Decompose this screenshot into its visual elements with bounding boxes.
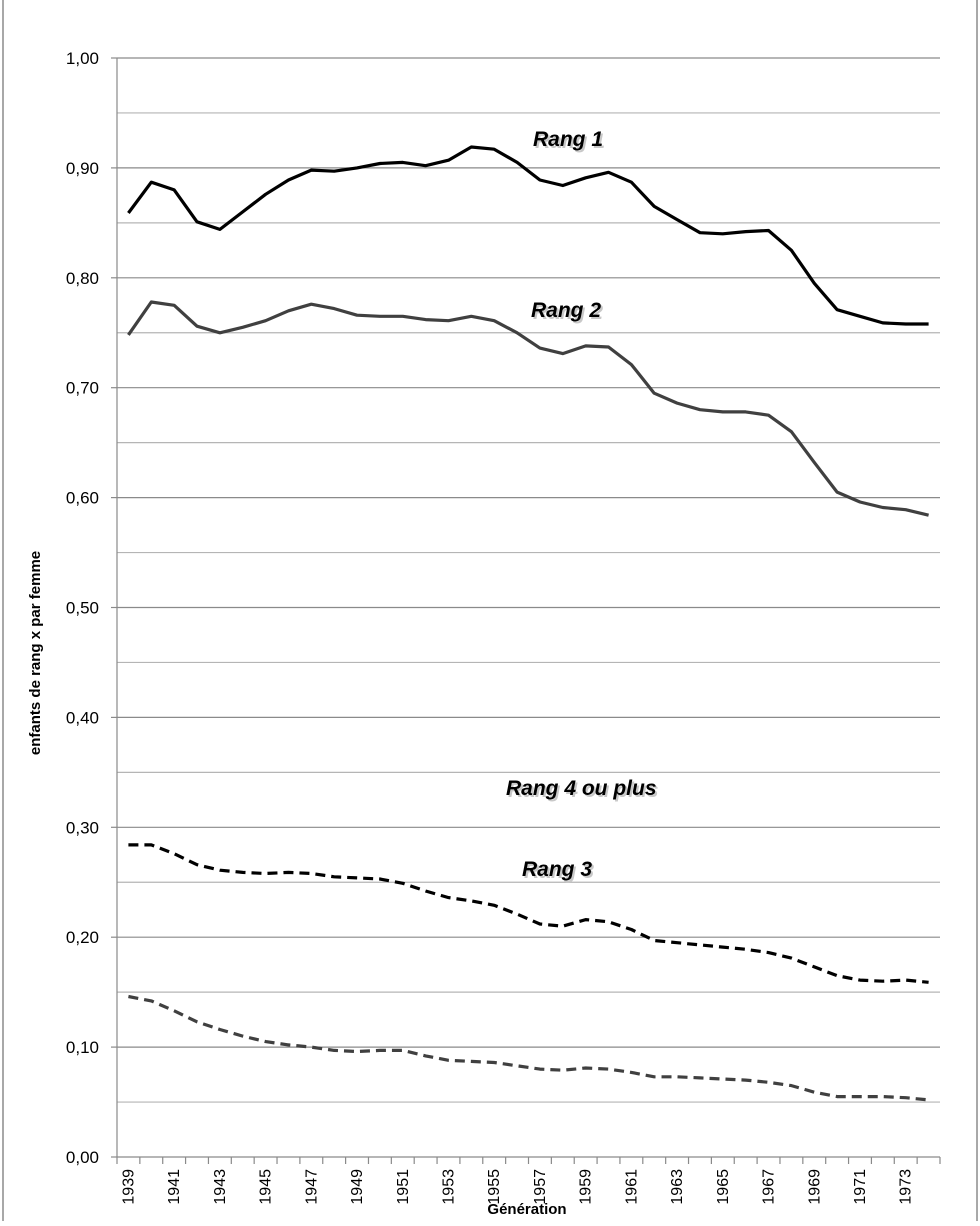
y-tick-label: 0,50 — [66, 599, 99, 618]
x-tick-label: 1965 — [715, 1169, 732, 1205]
series-label: Rang 1 — [533, 128, 603, 151]
y-tick-label: 0,10 — [66, 1038, 99, 1057]
y-tick-label: 1,00 — [66, 49, 99, 68]
x-axis-title: Génération — [487, 1201, 566, 1218]
x-tick-label: 1969 — [806, 1169, 823, 1205]
series-label-shadow: Rang 1 — [535, 130, 605, 153]
series-line-rang-1 — [127, 145, 929, 326]
x-tick-label: 1971 — [852, 1169, 869, 1205]
x-tick-label: 1947 — [303, 1169, 320, 1205]
gridlines — [117, 57, 940, 1103]
y-tick-label: 0,00 — [66, 1148, 99, 1167]
x-tick-label: 1959 — [578, 1169, 595, 1205]
y-tick-label: 0,70 — [66, 379, 99, 398]
series-label: Rang 3 — [522, 858, 592, 881]
y-tick-label: 0,30 — [66, 818, 99, 837]
x-tick-label: 1963 — [669, 1169, 686, 1205]
series-label-shadow: Rang 4 ou plus — [508, 779, 659, 802]
series-label: Rang 4 ou plus — [506, 777, 657, 800]
series-label: Rang 2 — [531, 299, 601, 322]
x-tick-label: 1967 — [761, 1169, 778, 1205]
series-lines — [127, 145, 929, 1102]
x-tick-label: 1973 — [898, 1169, 915, 1205]
y-tick-label: 0,60 — [66, 489, 99, 508]
y-tick-label: 0,40 — [66, 708, 99, 727]
y-tick-label: 0,20 — [66, 928, 99, 947]
x-tick-label: 1939 — [120, 1169, 137, 1205]
series-label-shadow: Rang 2 — [533, 301, 603, 324]
x-tick-label: 1961 — [623, 1169, 640, 1205]
x-tick-label: 1953 — [440, 1169, 457, 1205]
x-tick-label: 1957 — [532, 1169, 549, 1205]
x-tick-label: 1945 — [258, 1169, 275, 1205]
y-tick-label: 0,80 — [66, 269, 99, 288]
axes: 0,00 0,10 0,20 0,30 0,40 0,50 0,60 0,70 0,80 0,90… — [66, 49, 941, 1205]
series-line-rang-2 — [127, 300, 929, 517]
series-line-rang-4 — [128, 994, 929, 1102]
y-tick-label: 0,90 — [66, 159, 99, 178]
x-tick-label: 1949 — [349, 1169, 366, 1205]
x-tick-label: 1941 — [166, 1169, 183, 1205]
x-tick-label: 1955 — [486, 1169, 503, 1205]
series-label-shadow: Rang 3 — [524, 860, 594, 883]
x-tick-label: 1951 — [395, 1169, 412, 1205]
x-tick-label: 1943 — [212, 1169, 229, 1205]
y-axis-title: enfants de rang x par femme — [27, 551, 44, 755]
